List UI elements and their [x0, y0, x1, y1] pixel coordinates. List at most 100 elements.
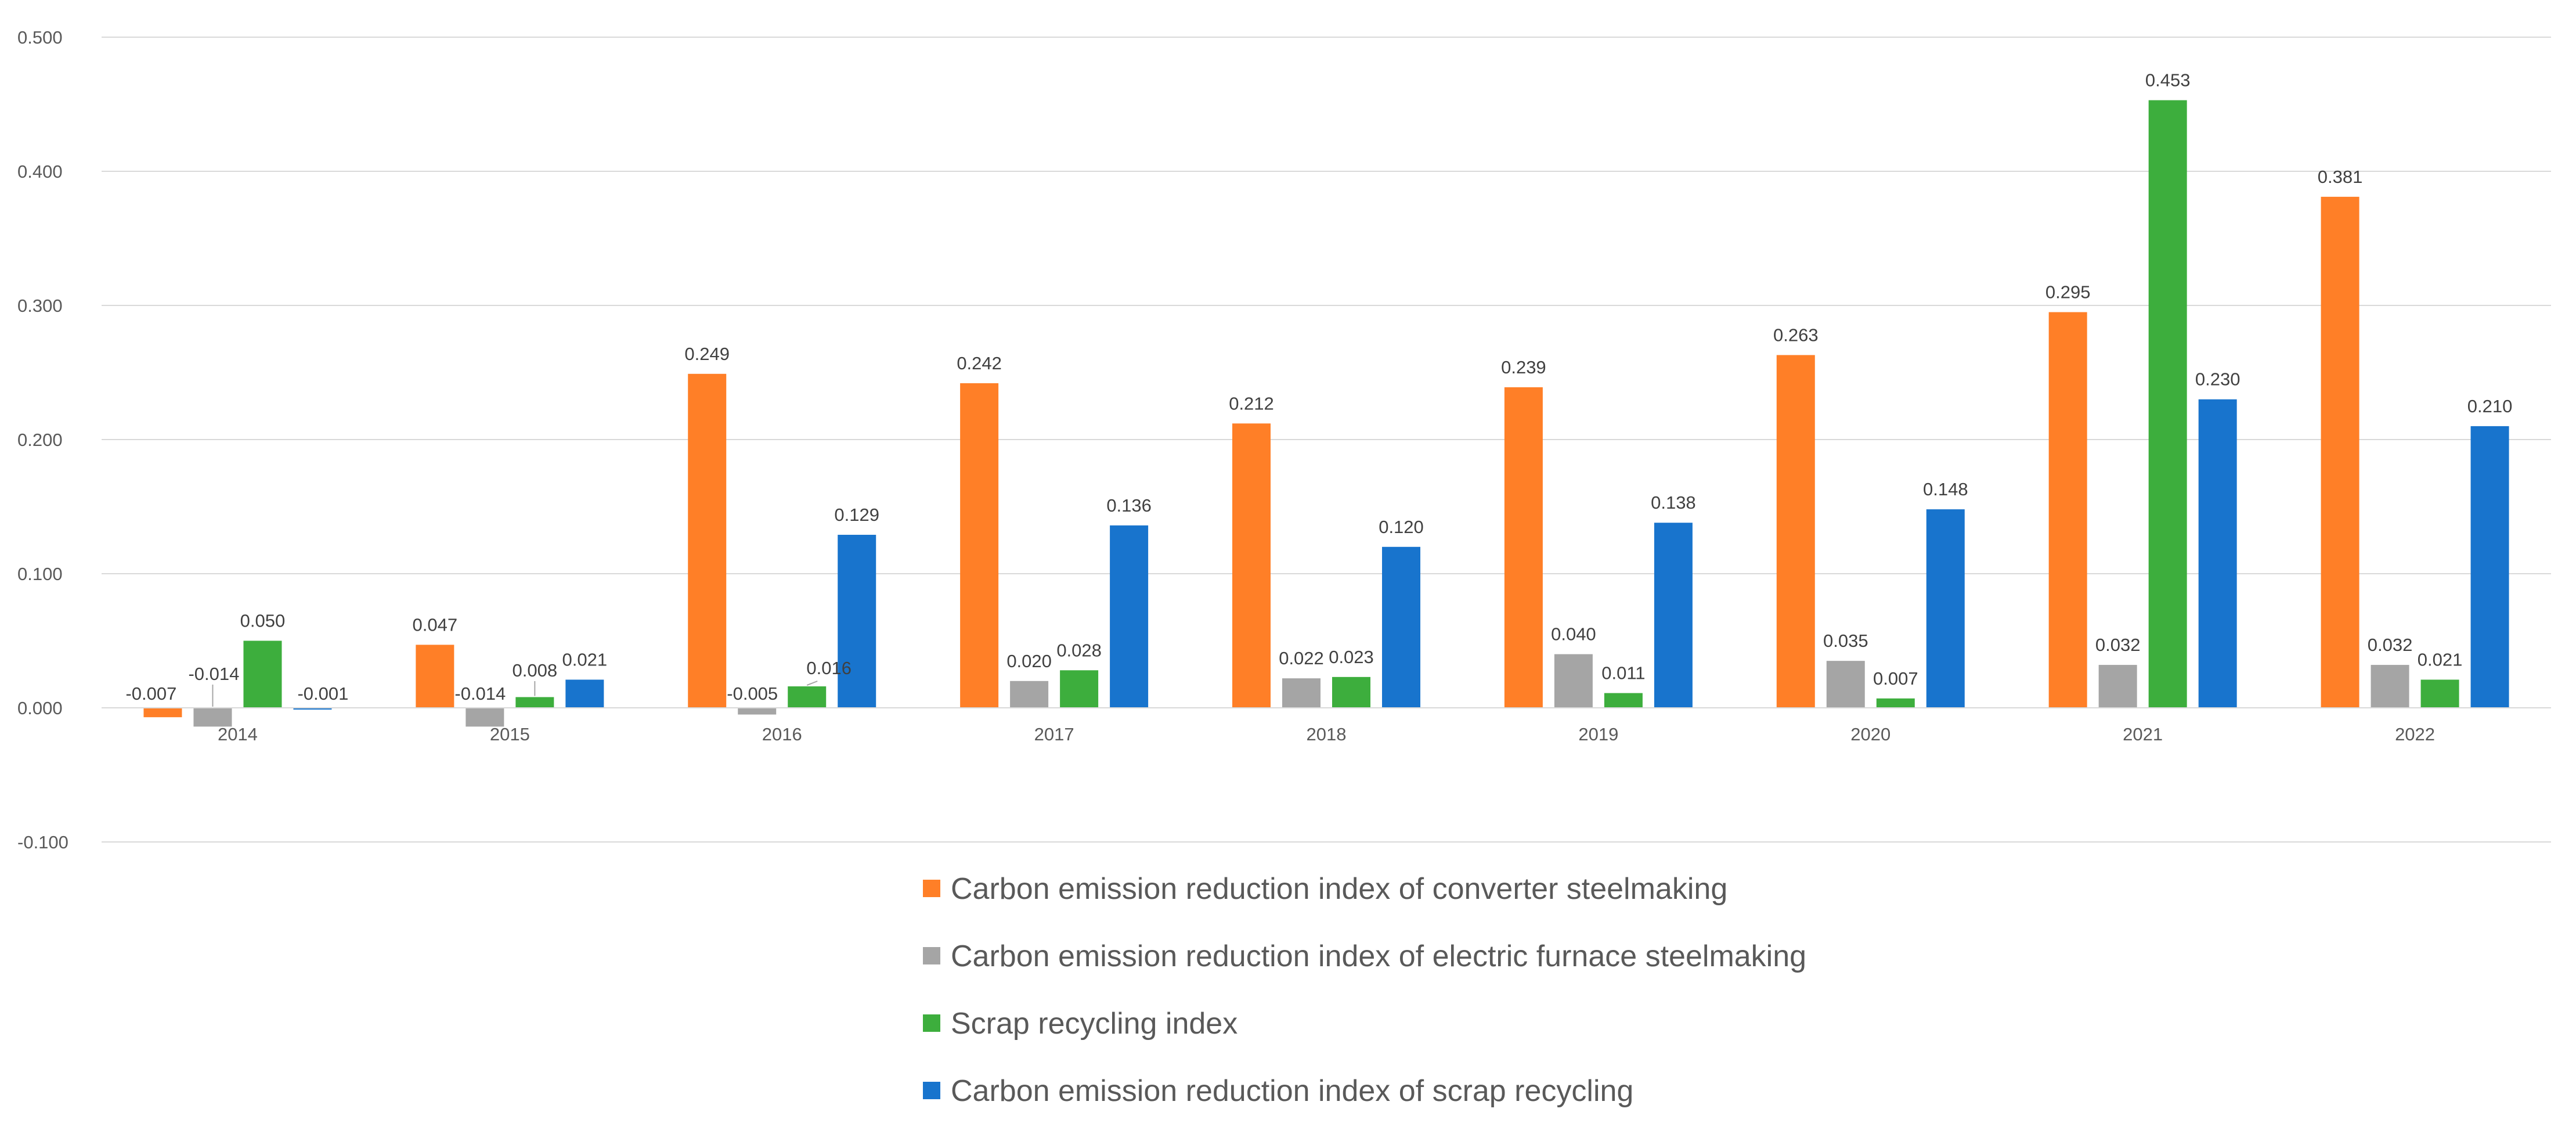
data-label: 0.212 — [1229, 393, 1274, 413]
bar-carbon-emission-reduction-index-of-converter-steelmaking-2019 — [1504, 387, 1543, 708]
data-label: 0.021 — [562, 649, 608, 670]
x-category-label: 2014 — [218, 724, 258, 744]
bar-scrap-recycling-index-2014 — [243, 640, 282, 708]
bar-carbon-emission-reduction-index-of-converter-steelmaking-2021 — [2048, 312, 2087, 708]
leader-line — [806, 681, 818, 686]
data-label: 0.050 — [240, 611, 286, 631]
x-axis-category-labels: 2014 2015 2016 2017 2018 2019 2020 2021 2022 — [218, 724, 2435, 744]
y-tick-label: 0.500 — [17, 27, 63, 48]
data-label: 0.032 — [2095, 635, 2141, 655]
bar-scrap-recycling-index-2018 — [1332, 676, 1370, 708]
data-label: 0.239 — [1501, 357, 1546, 377]
bar-scrap-recycling-index-2019 — [1604, 693, 1643, 708]
y-tick-label: 0.400 — [17, 161, 63, 182]
bar-carbon-emission-reduction-index-of-converter-steelmaking-2014 — [143, 708, 182, 718]
y-axis-tick-labels: -0.100 0.000 0.100 0.200 0.300 0.400 0.500 — [17, 27, 68, 852]
legend-swatch — [923, 947, 940, 964]
x-category-label: 2020 — [1850, 724, 1890, 744]
bar-carbon-emission-reduction-index-of-scrap-recycling-2015 — [565, 679, 604, 708]
data-label: 0.007 — [1873, 668, 1918, 689]
bar-carbon-emission-reduction-index-of-converter-steelmaking-2018 — [1232, 423, 1271, 708]
data-label: 0.295 — [2045, 282, 2091, 303]
data-label: 0.020 — [1006, 651, 1052, 671]
data-label: 0.035 — [1823, 631, 1868, 651]
data-label: 0.016 — [806, 658, 852, 678]
legend-label: Carbon emission reduction index of elect… — [951, 940, 1806, 973]
bar-carbon-emission-reduction-index-of-converter-steelmaking-2020 — [1776, 355, 1815, 708]
data-label: -0.005 — [727, 683, 778, 704]
y-tick-label: 0.300 — [17, 296, 63, 316]
bar-carbon-emission-reduction-index-of-scrap-recycling-2022 — [2470, 426, 2509, 708]
legend: Carbon emission reduction index of conve… — [923, 872, 1806, 1108]
x-category-label: 2015 — [490, 724, 530, 744]
y-tick-label: 0.100 — [17, 564, 63, 584]
bar-scrap-recycling-index-2017 — [1060, 670, 1099, 708]
legend-label: Scrap recycling index — [951, 1007, 1238, 1041]
data-label: 0.021 — [2418, 649, 2463, 670]
legend-swatch — [923, 1014, 940, 1032]
bar-carbon-emission-reduction-index-of-scrap-recycling-2014 — [293, 708, 332, 710]
legend-label: Carbon emission reduction index of scrap… — [951, 1074, 1633, 1108]
bar-carbon-emission-reduction-index-of-scrap-recycling-2018 — [1382, 546, 1420, 708]
bar-carbon-emission-reduction-index-of-scrap-recycling-2017 — [1110, 525, 1149, 708]
bar-carbon-emission-reduction-index-of-electric-furnace-steelmaking-2021 — [2098, 665, 2137, 708]
data-label: 0.129 — [834, 505, 879, 525]
bar-scrap-recycling-index-2015 — [515, 697, 554, 708]
bar-carbon-emission-reduction-index-of-converter-steelmaking-2016 — [688, 373, 727, 708]
data-label: 0.249 — [684, 344, 730, 364]
x-category-label: 2016 — [762, 724, 802, 744]
bar-carbon-emission-reduction-index-of-scrap-recycling-2020 — [1926, 509, 1965, 708]
data-label: 0.047 — [413, 614, 458, 635]
leader-lines — [212, 681, 818, 707]
data-label: 0.148 — [1923, 479, 1968, 499]
bar-carbon-emission-reduction-index-of-scrap-recycling-2016 — [838, 535, 876, 708]
legend-swatch — [923, 880, 940, 897]
data-label: -0.014 — [454, 683, 506, 704]
bar-carbon-emission-reduction-index-of-electric-furnace-steelmaking-2018 — [1282, 678, 1321, 708]
bar-carbon-emission-reduction-index-of-electric-furnace-steelmaking-2015 — [466, 708, 504, 727]
data-label: -0.014 — [188, 664, 239, 684]
bar-carbon-emission-reduction-index-of-electric-furnace-steelmaking-2016 — [738, 708, 777, 715]
bar-carbon-emission-reduction-index-of-electric-furnace-steelmaking-2017 — [1010, 681, 1049, 708]
data-label: 0.120 — [1379, 517, 1424, 537]
data-label: 0.023 — [1329, 647, 1374, 667]
bar-carbon-emission-reduction-index-of-converter-steelmaking-2022 — [2321, 196, 2359, 708]
x-category-label: 2021 — [2123, 724, 2163, 744]
x-category-label: 2018 — [1307, 724, 1347, 744]
data-label: 0.028 — [1056, 640, 1102, 660]
y-tick-label: -0.100 — [17, 832, 68, 852]
y-tick-label: 0.200 — [17, 430, 63, 450]
bar-carbon-emission-reduction-index-of-converter-steelmaking-2015 — [416, 645, 454, 708]
data-label: 0.242 — [957, 353, 1002, 373]
data-label: 0.230 — [2195, 369, 2241, 390]
x-category-label: 2019 — [1578, 724, 1618, 744]
bar-scrap-recycling-index-2021 — [2148, 100, 2187, 708]
x-category-label: 2017 — [1034, 724, 1074, 744]
data-label: 0.032 — [2368, 635, 2413, 655]
data-label: 0.381 — [2318, 167, 2363, 187]
bars — [143, 100, 2509, 727]
bar-carbon-emission-reduction-index-of-scrap-recycling-2021 — [2198, 399, 2237, 708]
data-label: 0.008 — [513, 660, 558, 681]
data-label: 0.022 — [1279, 648, 1324, 668]
y-tick-label: 0.000 — [17, 698, 63, 718]
data-label: 0.136 — [1106, 495, 1152, 516]
legend-swatch — [923, 1082, 940, 1099]
data-label: -0.001 — [297, 683, 348, 704]
data-label: -0.007 — [125, 683, 176, 704]
bar-scrap-recycling-index-2016 — [788, 686, 827, 708]
bar-carbon-emission-reduction-index-of-converter-steelmaking-2017 — [960, 383, 999, 708]
bar-carbon-emission-reduction-index-of-scrap-recycling-2019 — [1654, 523, 1693, 708]
data-label: 0.011 — [1601, 663, 1645, 683]
data-label: 0.040 — [1551, 624, 1596, 645]
data-label: 0.210 — [2467, 396, 2513, 416]
bar-carbon-emission-reduction-index-of-electric-furnace-steelmaking-2020 — [1826, 661, 1865, 708]
data-label: 0.138 — [1651, 492, 1696, 513]
legend-label: Carbon emission reduction index of conve… — [951, 872, 1727, 906]
bar-scrap-recycling-index-2022 — [2420, 679, 2459, 708]
gridlines — [102, 37, 2551, 843]
bar-carbon-emission-reduction-index-of-electric-furnace-steelmaking-2014 — [193, 708, 232, 727]
bar-scrap-recycling-index-2020 — [1876, 698, 1915, 708]
